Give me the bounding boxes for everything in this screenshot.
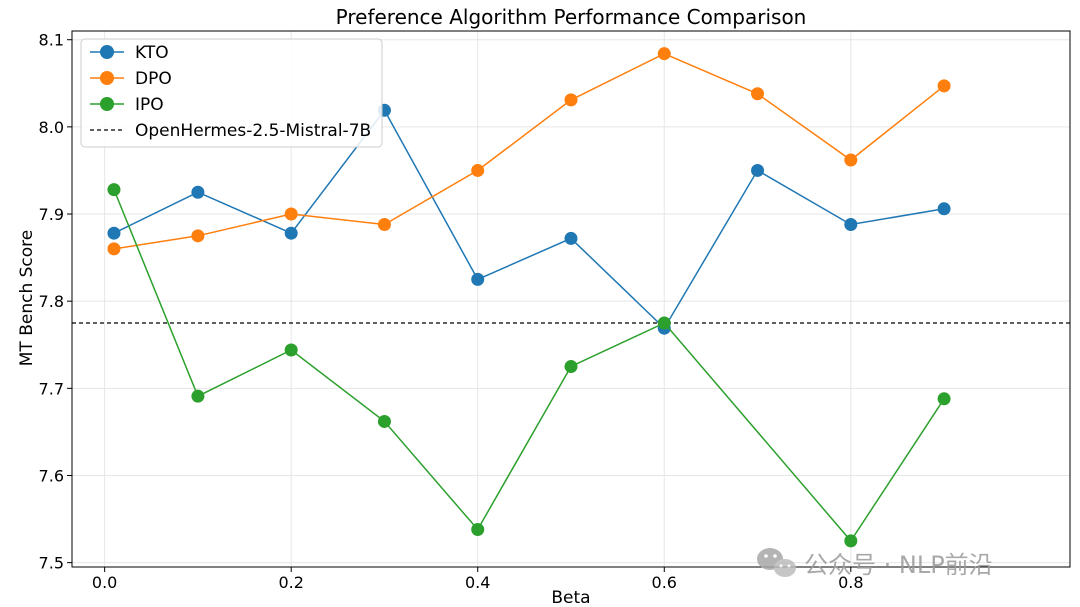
legend-kto-marker: [100, 45, 114, 59]
series-layer: [107, 47, 951, 548]
data-point-dpo: [751, 87, 765, 101]
legend-dpo-marker: [100, 71, 114, 85]
legend-dpo-label: DPO: [135, 69, 172, 89]
data-point-ipo: [844, 534, 858, 548]
y-tick-label: 7.9: [39, 205, 64, 224]
axes: 0.0 0.2 0.4 0.6 0.8 7.5 7.6 7.7 7.8 7.9 8.0 8.1: [39, 30, 1071, 592]
legend-reference-label: OpenHermes-2.5-Mistral-7B: [135, 121, 371, 141]
x-axis-label: Beta: [551, 588, 590, 607]
data-point-ipo: [564, 360, 578, 374]
data-point-dpo: [191, 229, 205, 243]
data-point-dpo: [471, 163, 485, 177]
data-point-kto: [844, 217, 858, 231]
data-point-kto: [937, 202, 951, 216]
legend-frame: [80, 38, 383, 148]
data-point-kto: [191, 185, 205, 199]
data-point-ipo: [657, 316, 671, 330]
legend-entry-kto: KTO: [90, 43, 169, 63]
wechat-icon: [757, 548, 796, 577]
data-point-kto: [564, 231, 578, 245]
data-point-kto: [107, 226, 121, 240]
data-point-ipo: [191, 389, 205, 403]
data-point-kto: [284, 226, 298, 240]
data-point-kto: [751, 163, 765, 177]
x-tick-label: 0.4: [465, 573, 490, 592]
data-point-kto: [471, 272, 485, 286]
y-tick-label: 7.6: [39, 466, 64, 485]
x-tick-label: 0.8: [838, 573, 863, 592]
y-tick-label: 7.7: [39, 379, 64, 398]
y-tick-label: 8.1: [39, 31, 64, 50]
legend-entry-ipo: IPO: [90, 95, 164, 115]
watermark-text: 公众号 · NLP前沿: [804, 551, 993, 579]
data-point-dpo: [284, 207, 298, 221]
y-tick-label: 7.8: [39, 292, 64, 311]
series-line-dpo: [113, 52, 945, 250]
legend-ipo-marker: [100, 97, 114, 111]
legend-kto-label: KTO: [135, 43, 169, 63]
data-point-dpo: [107, 242, 121, 256]
x-tick-label: 0.6: [652, 573, 677, 592]
x-tick-label: 0.2: [278, 573, 303, 592]
watermark: 公众号 · NLP前沿: [757, 548, 993, 579]
y-tick-label: 7.5: [39, 554, 64, 573]
plot-frame: [71, 30, 1071, 568]
y-axis-label: MT Bench Score: [17, 230, 37, 367]
y-tick-label: 8.0: [39, 118, 64, 137]
data-point-dpo: [937, 79, 951, 93]
data-point-ipo: [377, 414, 391, 428]
legend-entry-reference: OpenHermes-2.5-Mistral-7B: [90, 121, 371, 141]
data-point-ipo: [471, 523, 485, 537]
data-point-dpo: [564, 93, 578, 107]
data-point-ipo: [107, 183, 121, 197]
legend-entry-dpo: DPO: [90, 69, 172, 89]
data-point-ipo: [937, 392, 951, 406]
legend: KTO DPO IPO OpenHermes-2.5-Mistral-7B: [80, 38, 383, 148]
grid: [72, 31, 1070, 567]
data-point-dpo: [657, 47, 671, 61]
data-point-ipo: [284, 343, 298, 357]
data-point-dpo: [377, 217, 391, 231]
series-line-kto: [113, 108, 945, 330]
legend-ipo-label: IPO: [135, 95, 164, 115]
x-tick-label: 0.0: [92, 573, 117, 592]
data-point-dpo: [844, 153, 858, 167]
chart-title: Preference Algorithm Performance Compari…: [336, 5, 807, 29]
